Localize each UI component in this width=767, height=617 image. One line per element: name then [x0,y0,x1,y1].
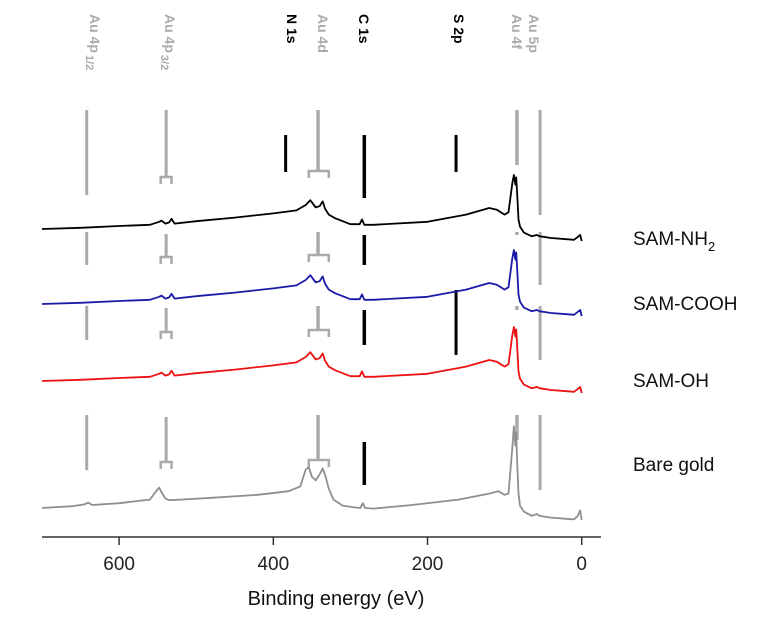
x-axis: 600 400 200 0 [42,536,601,575]
series-label-bare-gold: Bare gold [633,455,714,476]
peak-label-au-5p: Au 5p [526,14,542,53]
au4d-bracket-0 [307,169,331,178]
peak-label-au-4p-3-2: Au 4p3/2 [158,14,178,70]
x-axis-title: Binding energy (eV) [248,588,425,610]
au4d-bracket-2 [307,328,331,337]
series-sam-nh2 [41,174,583,242]
au4p32-bracket-0 [159,175,173,184]
au4p32-bracket-2 [159,330,173,339]
series-label-sam-nh2: SAM-NH2 [633,229,715,254]
spectra [41,174,583,521]
peak-labels: Au 4p1/2 Au 4p3/2 N 1s Au 4d C 1s S 2p Au 4f Au… [83,14,542,70]
peak-label-s-2p: S 2p [451,14,467,44]
peak-label-c-1s: C 1s [356,14,372,44]
peak-label-au-4p-1-2: Au 4p1/2 [83,14,103,70]
series-sam-oh [41,326,583,394]
peak-label-n-1s: N 1s [284,14,300,44]
peak-label-au-4d: Au 4d [315,14,331,53]
series-label-sam-cooh: SAM-COOH [633,294,738,315]
au4p32-bracket-1 [159,255,173,264]
x-tick-label-0: 0 [576,554,587,575]
x-tick-label-600: 600 [103,554,135,575]
x-tick-label-200: 200 [412,554,444,575]
peak-marker-lines [85,110,542,490]
series-bare-gold [41,425,583,521]
au4d-bracket-1 [307,253,331,262]
au4d-bracket-3 [307,458,331,467]
series-sam-cooh [41,249,583,317]
peak-label-au-4f: Au 4f [509,14,525,49]
series-labels: SAM-NH2 SAM-COOH SAM-OH Bare gold [633,229,738,476]
au4p32-bracket-3 [159,460,173,469]
series-label-sam-oh: SAM-OH [633,371,709,392]
x-tick-label-400: 400 [257,554,289,575]
